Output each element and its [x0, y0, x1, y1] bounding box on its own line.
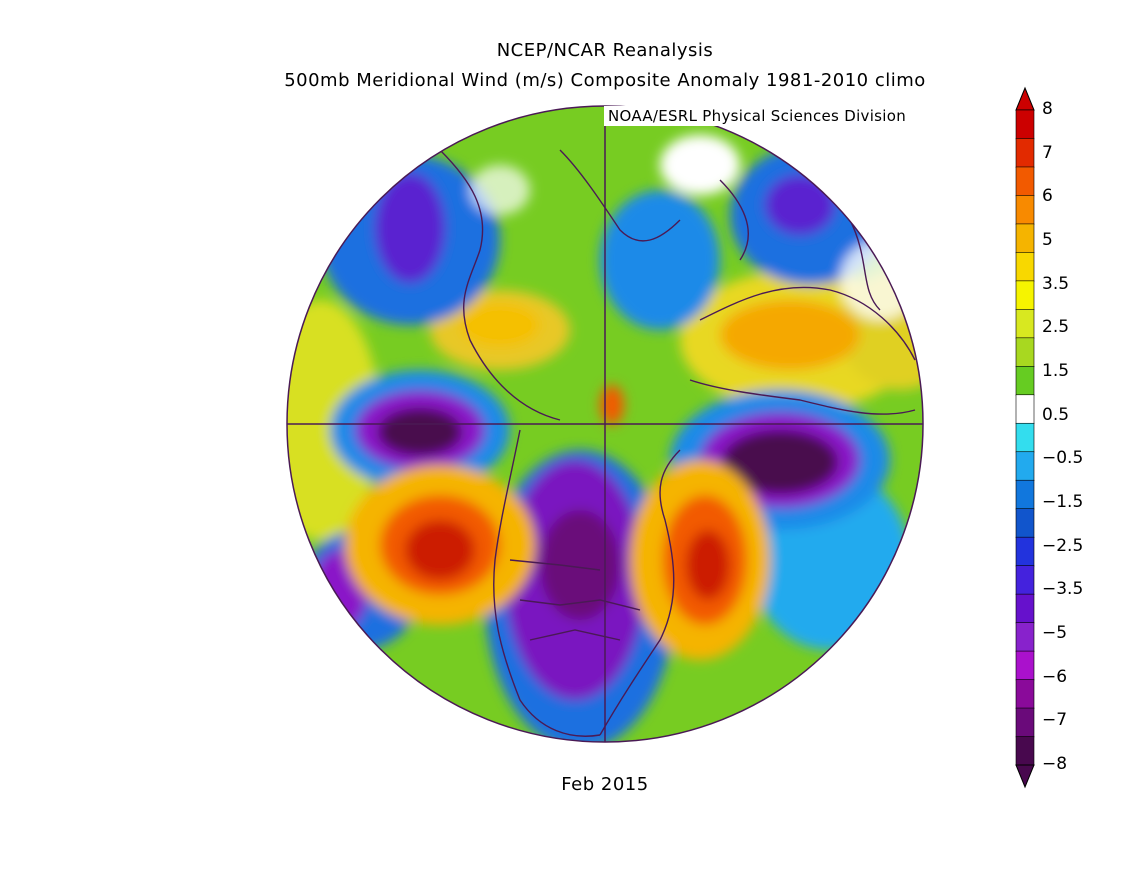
colorbar-swatch — [1015, 622, 1035, 652]
colorbar-bottom-arrow — [1015, 764, 1035, 789]
colorbar-swatch — [1015, 479, 1035, 510]
coastlines — [439, 149, 916, 737]
colorbar-swatch — [1015, 223, 1035, 254]
colorbar-tick-label: −7 — [1042, 710, 1068, 731]
colorbar-tick-label: −8 — [1042, 754, 1068, 774]
title-line-1: NCEP/NCAR Reanalysis — [496, 40, 714, 61]
colorbar-tick-label: 0.5 — [1042, 404, 1070, 425]
colorbar-swatch — [1015, 650, 1035, 681]
colorbar-tick-label: −3.5 — [1042, 579, 1084, 600]
anomaly-field — [287, 106, 923, 742]
colorbar-tick-label: −0.5 — [1042, 448, 1084, 469]
colorbar-swatch — [1015, 109, 1035, 140]
colorbar-tick-label: 6 — [1042, 186, 1053, 207]
colorbar-swatch — [1015, 394, 1035, 425]
colorbar-swatch — [1015, 536, 1035, 567]
colorbar-swatch — [1015, 280, 1035, 311]
colorbar-swatch — [1015, 252, 1035, 282]
colorbar-tick-label: −1.5 — [1042, 492, 1084, 512]
colorbar-swatch — [1015, 166, 1035, 197]
colorbar-swatch — [1015, 707, 1035, 738]
colorbar-tick-label: 7 — [1042, 142, 1053, 163]
colorbar-swatch — [1015, 679, 1035, 709]
colorbar-swatch — [1015, 138, 1035, 168]
colorbar-swatch — [1015, 451, 1035, 482]
date-label: Feb 2015 — [561, 774, 649, 795]
colorbar-swatch — [1015, 593, 1035, 624]
colorbar-swatch — [1015, 422, 1035, 453]
colorbar-tick-label: 8 — [1042, 99, 1053, 119]
colorbar-tick-label: 3.5 — [1042, 273, 1070, 294]
colorbar-swatch — [1015, 736, 1035, 766]
colorbar-tick-label: −2.5 — [1042, 535, 1084, 556]
colorbar-tick-label: −5 — [1042, 623, 1068, 643]
colorbar-swatch — [1015, 309, 1035, 339]
colorbar-swatch — [1015, 337, 1035, 368]
credit-label: NOAA/ESRL Physical Sciences Division — [604, 106, 911, 126]
colorbar-top-arrow — [1015, 86, 1035, 111]
colorbar-swatch — [1015, 366, 1035, 396]
colorbar-tick-label: −6 — [1042, 666, 1068, 687]
colorbar-tick-label: 5 — [1042, 230, 1053, 250]
colorbar-tick-label: 2.5 — [1042, 317, 1070, 338]
colorbar-tick-label: 1.5 — [1042, 361, 1070, 381]
colorbar-swatch — [1015, 195, 1035, 225]
colorbar-swatch — [1015, 508, 1035, 538]
colorbar-swatch — [1015, 565, 1035, 595]
title-line-2: 500mb Meridional Wind (m/s) Composite An… — [284, 70, 926, 91]
